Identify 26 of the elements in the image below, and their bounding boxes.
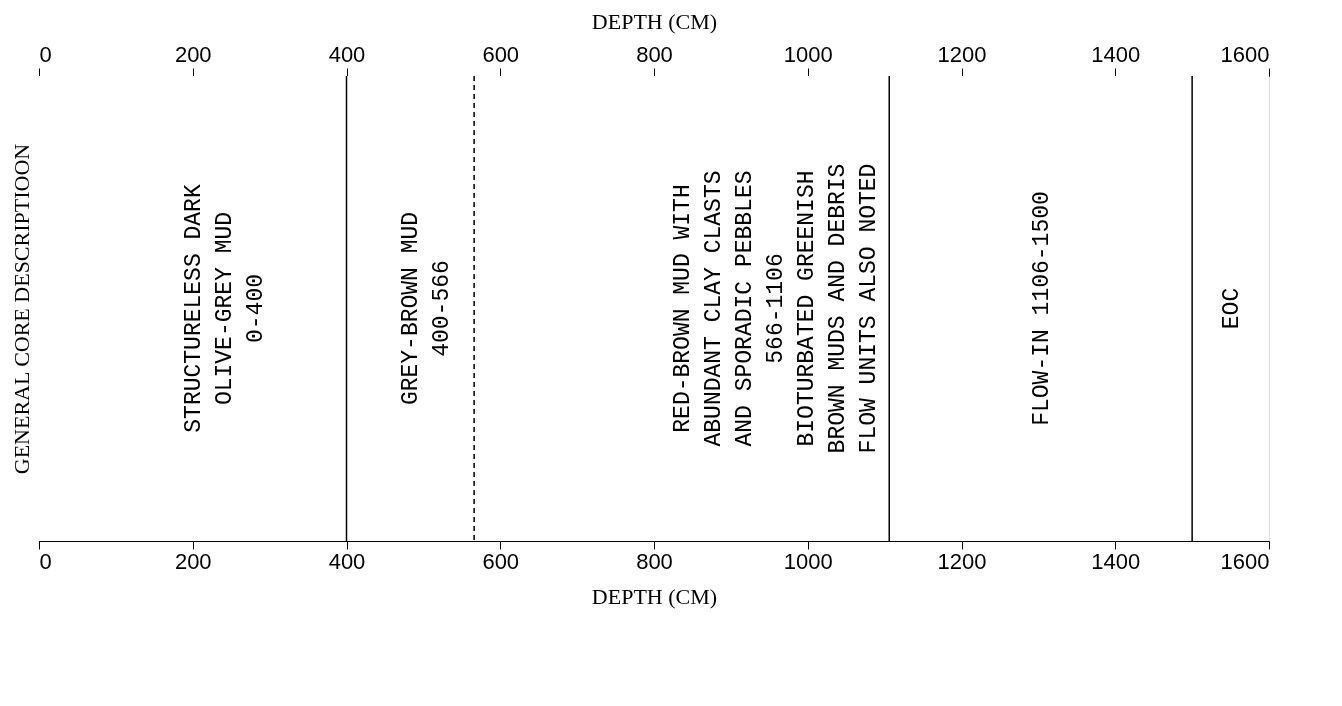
series-label: EOC [1218, 287, 1245, 330]
x2-tick-label: 0 [39, 41, 52, 67]
series-label: GREY-BROWN MUD 400-566 [398, 211, 456, 406]
x2-tick-label: 1200 [937, 41, 987, 67]
x-tick-label: 1200 [937, 548, 987, 574]
y-axis-title: GENERAL CORE DESCRIPTIOON [8, 143, 34, 475]
x-tick-label: 600 [482, 548, 520, 574]
x-axis-title: DEPTH (CM) [591, 583, 718, 609]
x-tick-label: 1400 [1091, 548, 1141, 574]
x-tick-label: 1000 [783, 548, 833, 574]
x2-tick-label: 800 [636, 41, 673, 67]
x2-tick-label: 1400 [1091, 41, 1141, 67]
x2-tick-label: 400 [328, 41, 366, 67]
x-tick-label: 400 [328, 548, 366, 574]
series-label: FLOW-IN 1106-1500 [1028, 191, 1055, 426]
x-tick-label: 200 [174, 548, 212, 574]
x2-tick-label: 1600 [1220, 41, 1270, 67]
x2-axis-title: DEPTH (CM) [591, 8, 718, 34]
x2-tick-label: 200 [174, 41, 212, 67]
x-tick-label: 1600 [1220, 548, 1270, 574]
x-tick-label: 800 [636, 548, 673, 574]
x2-tick-label: 600 [482, 41, 520, 67]
series-label: STRUCTURELESS DARK OLIVE-GREY MUD 0-400 [180, 184, 269, 433]
series-label: RED-BROWN MUD WITH ABUNDANT CLAY CLASTS AND SPORADIC PEBBLES 566-1106 BIOTURBATED GREENISH BROWN MUDS AND DEBRIS FLOW UNITS ALSO NOTED [669, 163, 882, 454]
x2-tick-label: 1000 [783, 41, 833, 67]
x-tick-label: 0 [39, 548, 52, 574]
